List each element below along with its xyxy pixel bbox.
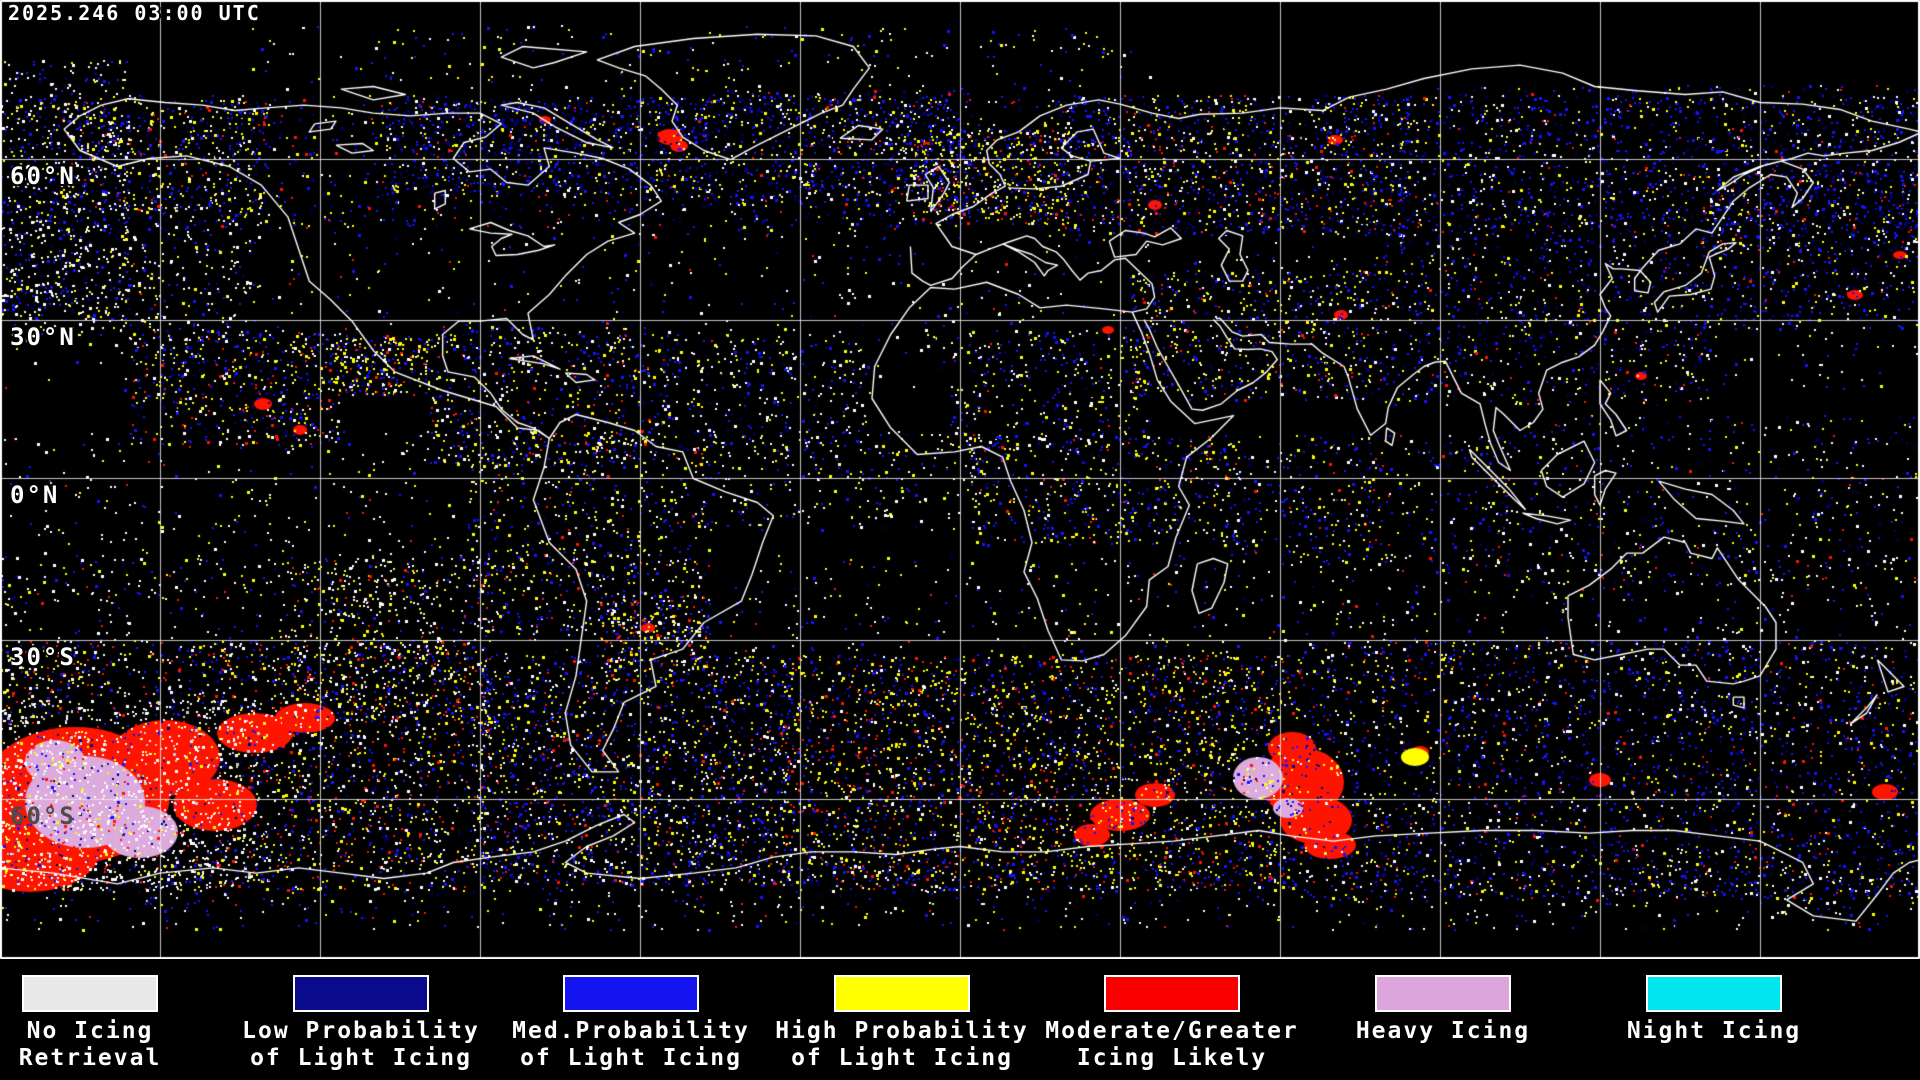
latitude-label-0n: 0°N [10,481,60,509]
legend-item-night-icing: Night Icing [1584,975,1844,1045]
legend-label-line: of Light Icing [520,1045,742,1071]
legend-item-moderate-greater: Moderate/Greater Icing Likely [1042,975,1302,1072]
legend-label-line: Retrieval [18,1045,162,1071]
legend-item-no-icing: No Icing Retrieval [0,975,220,1072]
latitude-label-30s: 30°S [10,643,76,671]
legend-label-med-probability: Med.Probability of Light Icing [512,1018,750,1072]
legend-item-high-probability: High Probability of Light Icing [772,975,1032,1072]
legend-swatch-low-probability [293,975,429,1012]
latitude-label-30n: 30°N [10,323,76,351]
legend-label-line: Night Icing [1626,1018,1802,1044]
legend-label-line: Low Probability [242,1018,480,1044]
latitude-label-60n: 60°N [10,162,76,190]
legend: No Icing Retrieval Low Probability of Li… [0,959,1920,1080]
map-canvas [0,0,1920,959]
legend-label-line: Heavy Icing [1355,1018,1531,1044]
legend-label-low-probability: Low Probability of Light Icing [242,1018,480,1072]
legend-swatch-high-probability [834,975,970,1012]
legend-label-line: Moderate/Greater [1045,1018,1299,1044]
legend-swatch-med-probability [563,975,699,1012]
legend-label-moderate-greater: Moderate/Greater Icing Likely [1045,1018,1299,1072]
legend-label-line: Med.Probability [512,1018,750,1044]
legend-swatch-no-icing [22,975,158,1012]
legend-swatch-moderate-greater [1104,975,1240,1012]
legend-swatch-night-icing [1646,975,1782,1012]
legend-label-line: High Probability [775,1018,1029,1044]
timestamp: 2025.246 03:00 UTC [8,1,261,25]
legend-label-line: Icing Likely [1076,1045,1268,1071]
legend-label-night-icing: Night Icing [1627,1018,1801,1045]
legend-swatch-heavy-icing [1375,975,1511,1012]
legend-label-no-icing: No Icing Retrieval [19,1018,162,1072]
legend-item-med-probability: Med.Probability of Light Icing [501,975,761,1072]
legend-label-line: of Light Icing [250,1045,472,1071]
legend-label-heavy-icing: Heavy Icing [1356,1018,1530,1045]
legend-item-low-probability: Low Probability of Light Icing [231,975,491,1072]
world-icing-map: 2025.246 03:00 UTC 60°N 30°N 0°N 30°S 60… [0,0,1920,959]
legend-item-heavy-icing: Heavy Icing [1313,975,1573,1045]
latitude-label-60s: 60°S [10,802,76,830]
legend-label-line: No Icing [26,1018,154,1044]
legend-label-line: of Light Icing [791,1045,1013,1071]
legend-label-high-probability: High Probability of Light Icing [775,1018,1029,1072]
